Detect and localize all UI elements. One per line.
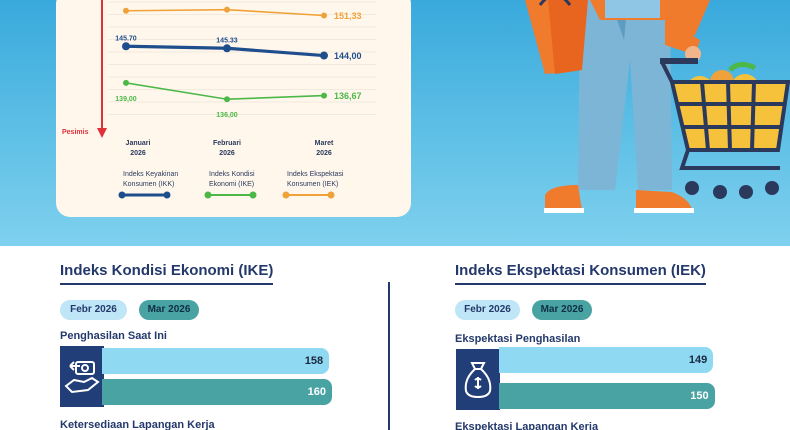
legend-dot-end-1 <box>249 191 257 199</box>
ike-bar-feb-value: 158 <box>304 355 324 367</box>
ike-feb-pill: Febr 2026 <box>60 300 127 320</box>
iek-bar-mar-value: 150 <box>690 390 709 402</box>
iek-panel: Indeks Ekspektasi Konsumen (IEK) Febr 20… <box>455 262 790 430</box>
pesimis-label: Pesimis <box>62 129 89 136</box>
data-label-2-2: 151,33 <box>334 11 362 21</box>
legend-dot-start-1 <box>204 191 212 199</box>
month-label-feb: Februari 2026 <box>212 140 241 157</box>
legend-ike: Indeks Kondisi Ekonomi (IKE) <box>209 171 255 188</box>
legend-iek: Indeks Ekspektasi Konsumen (IEK) <box>287 171 344 188</box>
iek-bar-feb-0: 149 <box>499 347 714 373</box>
legend-ikk: Indeks Keyakinan Konsumen (IKK) <box>123 171 179 188</box>
data-label-1-1: 136,00 <box>216 112 238 119</box>
month-label-jan: Januari 2026 <box>125 140 151 157</box>
data-label-1-2: 136,67 <box>334 91 362 101</box>
series-line-1 <box>125 82 325 101</box>
data-point-1-2 <box>321 92 327 99</box>
iek-title: Indeks Ekspektasi Konsumen (IEK) <box>455 262 706 285</box>
iek-mar-pill: Mar 2026 <box>532 300 592 320</box>
ike-item-label-0: Penghasilan Saat Ini <box>60 330 167 342</box>
line-chart: 145.70 145.33 144,00 139,00 136,00 136,67 151,… <box>97 0 376 199</box>
data-label-0-0: 145.70 <box>115 35 137 42</box>
data-point-0-1 <box>223 44 231 53</box>
month-label-mar: Maret 2026 <box>314 140 334 157</box>
chart-card: 145.70 145.33 144,00 139,00 136,00 136,67 151,… <box>56 0 411 217</box>
money-exchange-icon <box>60 346 104 407</box>
shopper-illustration <box>525 0 790 213</box>
legend-dot-start-2 <box>282 191 290 199</box>
ike-item-label-1: Ketersediaan Lapangan Kerja <box>60 419 215 430</box>
axis-arrow-head <box>97 128 107 138</box>
money-bag-icon <box>456 349 500 410</box>
ike-mar-pill: Mar 2026 <box>139 300 199 320</box>
data-point-1-1 <box>224 96 230 103</box>
ike-panel: Indeks Kondisi Ekonomi (IKE) Febr 2026 M… <box>60 262 400 430</box>
ike-bar-feb-0: 158 <box>102 348 330 374</box>
data-point-2-2 <box>321 12 327 19</box>
legend-dot-start-0 <box>118 191 126 199</box>
data-point-1-0 <box>123 79 129 86</box>
ike-bar-mar-0: 160 <box>102 379 332 405</box>
top-banner: 145.70 145.33 144,00 139,00 136,00 136,67 151,… <box>0 0 790 246</box>
data-point-0-2 <box>320 51 328 60</box>
ike-bar-mar-value: 160 <box>307 386 326 398</box>
iek-bar-feb-value: 149 <box>688 354 708 366</box>
data-point-2-1 <box>224 6 230 13</box>
iek-feb-pill: Febr 2026 <box>455 300 520 320</box>
ike-title: Indeks Kondisi Ekonomi (IKE) <box>60 262 274 285</box>
data-label-0-1: 145.33 <box>216 37 238 44</box>
data-label-0-2: 144,00 <box>334 51 362 61</box>
iek-item-label-1: Ekspektasi Lapangan Kerja <box>455 421 599 430</box>
legend-dot-end-2 <box>327 191 335 199</box>
iek-bar-mar-0: 150 <box>499 383 715 409</box>
data-label-1-0: 139,00 <box>115 96 137 103</box>
panel-divider <box>388 282 390 430</box>
legend-dot-end-0 <box>163 191 171 199</box>
data-point-0-0 <box>122 42 130 51</box>
data-point-2-0 <box>123 7 129 14</box>
iek-item-label-0: Ekspektasi Penghasilan <box>455 333 581 345</box>
